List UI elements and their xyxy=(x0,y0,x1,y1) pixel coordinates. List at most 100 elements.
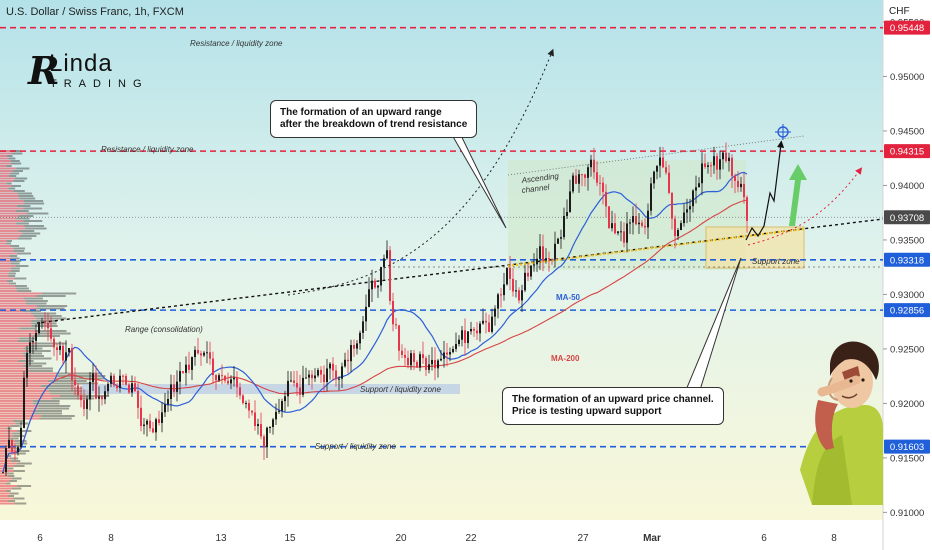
candle-body xyxy=(26,352,28,378)
volume-bar xyxy=(0,195,19,197)
volume-bar xyxy=(0,227,26,230)
volume-bar xyxy=(0,170,13,172)
candle-body xyxy=(581,174,583,176)
volume-bar xyxy=(0,252,18,255)
callout-bottom-pointer xyxy=(685,257,742,391)
volume-bar xyxy=(36,295,66,297)
volume-bar xyxy=(10,172,20,175)
level-badge-label: 0.94315 xyxy=(890,147,924,158)
volume-bar xyxy=(0,422,16,425)
volume-bar xyxy=(0,180,14,182)
volume-bar xyxy=(6,242,12,245)
candle-body xyxy=(302,377,304,395)
candle-body xyxy=(539,246,541,259)
candle-body xyxy=(74,380,76,386)
candle-body xyxy=(29,342,31,353)
volume-bar xyxy=(10,262,20,265)
candle-body xyxy=(137,390,139,408)
volume-bar xyxy=(0,260,12,262)
candle-body xyxy=(143,424,145,427)
volume-bar xyxy=(32,335,60,337)
candle-body xyxy=(467,331,469,343)
candle-body xyxy=(101,396,103,400)
volume-bar xyxy=(0,307,36,310)
volume-bar xyxy=(17,192,32,195)
candle-body xyxy=(560,237,562,239)
candle-body xyxy=(386,250,388,259)
volume-bar xyxy=(7,475,15,477)
volume-bar xyxy=(14,277,27,280)
volume-bar xyxy=(0,400,33,402)
candle-body xyxy=(542,246,544,261)
candle-body xyxy=(422,354,424,359)
volume-bar xyxy=(16,167,30,170)
volume-bar xyxy=(17,462,32,465)
candle-body xyxy=(239,387,241,396)
candle-body xyxy=(86,399,88,409)
volume-bar xyxy=(5,482,11,485)
volume-bar xyxy=(0,152,13,155)
level-badge xyxy=(884,252,930,267)
time-axis[interactable]: 6 8 13 15 20 22 27 Mar 6 8 xyxy=(37,533,837,544)
volume-bar xyxy=(14,452,26,455)
volume-bar xyxy=(0,357,29,360)
candle-body xyxy=(488,322,490,332)
candle-body xyxy=(440,358,442,361)
volume-bar xyxy=(50,392,91,395)
volume-bar xyxy=(0,455,7,457)
volume-bar xyxy=(17,290,32,292)
candle-body xyxy=(188,364,190,370)
candle-body xyxy=(14,451,16,453)
volume-bar xyxy=(13,250,25,252)
volume-bar xyxy=(0,405,39,407)
candle-body xyxy=(356,343,358,349)
candlesticks xyxy=(2,142,748,477)
candle-body xyxy=(659,157,661,166)
volume-bar xyxy=(16,217,30,220)
volume-bar xyxy=(11,150,21,152)
volume-bar xyxy=(0,365,24,367)
candle-body xyxy=(578,174,580,184)
volume-bar xyxy=(28,357,52,360)
candle-body xyxy=(281,401,283,411)
volume-bar xyxy=(20,235,37,237)
x-tick-label: 6 xyxy=(37,533,43,544)
volume-bar xyxy=(0,462,18,465)
volume-bar xyxy=(10,245,20,247)
candle-body xyxy=(464,330,466,343)
candle-body xyxy=(446,352,448,355)
volume-bar xyxy=(36,305,68,307)
candle-body xyxy=(497,294,499,309)
volume-bar xyxy=(0,355,25,357)
volume-bar xyxy=(0,412,35,415)
volume-bar xyxy=(57,375,106,377)
candle-body xyxy=(128,384,130,393)
volume-bar xyxy=(0,495,8,497)
volume-bar xyxy=(0,270,11,272)
candle-body xyxy=(254,412,256,427)
volume-bar xyxy=(9,255,18,257)
candle-body xyxy=(314,375,316,379)
callout-upward-range-line2: after the breakdown of trend resistance xyxy=(280,119,468,130)
volume-bar xyxy=(0,280,8,282)
volume-bar xyxy=(0,282,9,285)
annotation-support-low: Support / liquidity zone xyxy=(315,442,396,451)
level-badge-label: 0.93318 xyxy=(890,255,924,266)
volume-bar xyxy=(0,502,15,505)
volume-bar xyxy=(29,345,53,347)
volume-bar xyxy=(59,395,110,397)
volume-bar xyxy=(11,260,21,262)
candle-body xyxy=(161,412,163,423)
candle-body xyxy=(452,348,454,353)
volume-bar xyxy=(18,195,34,197)
candle-body xyxy=(140,407,142,427)
volume-bar xyxy=(6,240,12,242)
callout-upward-channel-line2: Price is testing upward support xyxy=(512,406,662,417)
candle-body xyxy=(2,472,4,474)
x-tick-label: 13 xyxy=(215,533,227,544)
volume-bar xyxy=(0,432,13,435)
candle-body xyxy=(341,366,343,379)
level-badge xyxy=(884,20,930,35)
volume-bar xyxy=(14,502,27,505)
